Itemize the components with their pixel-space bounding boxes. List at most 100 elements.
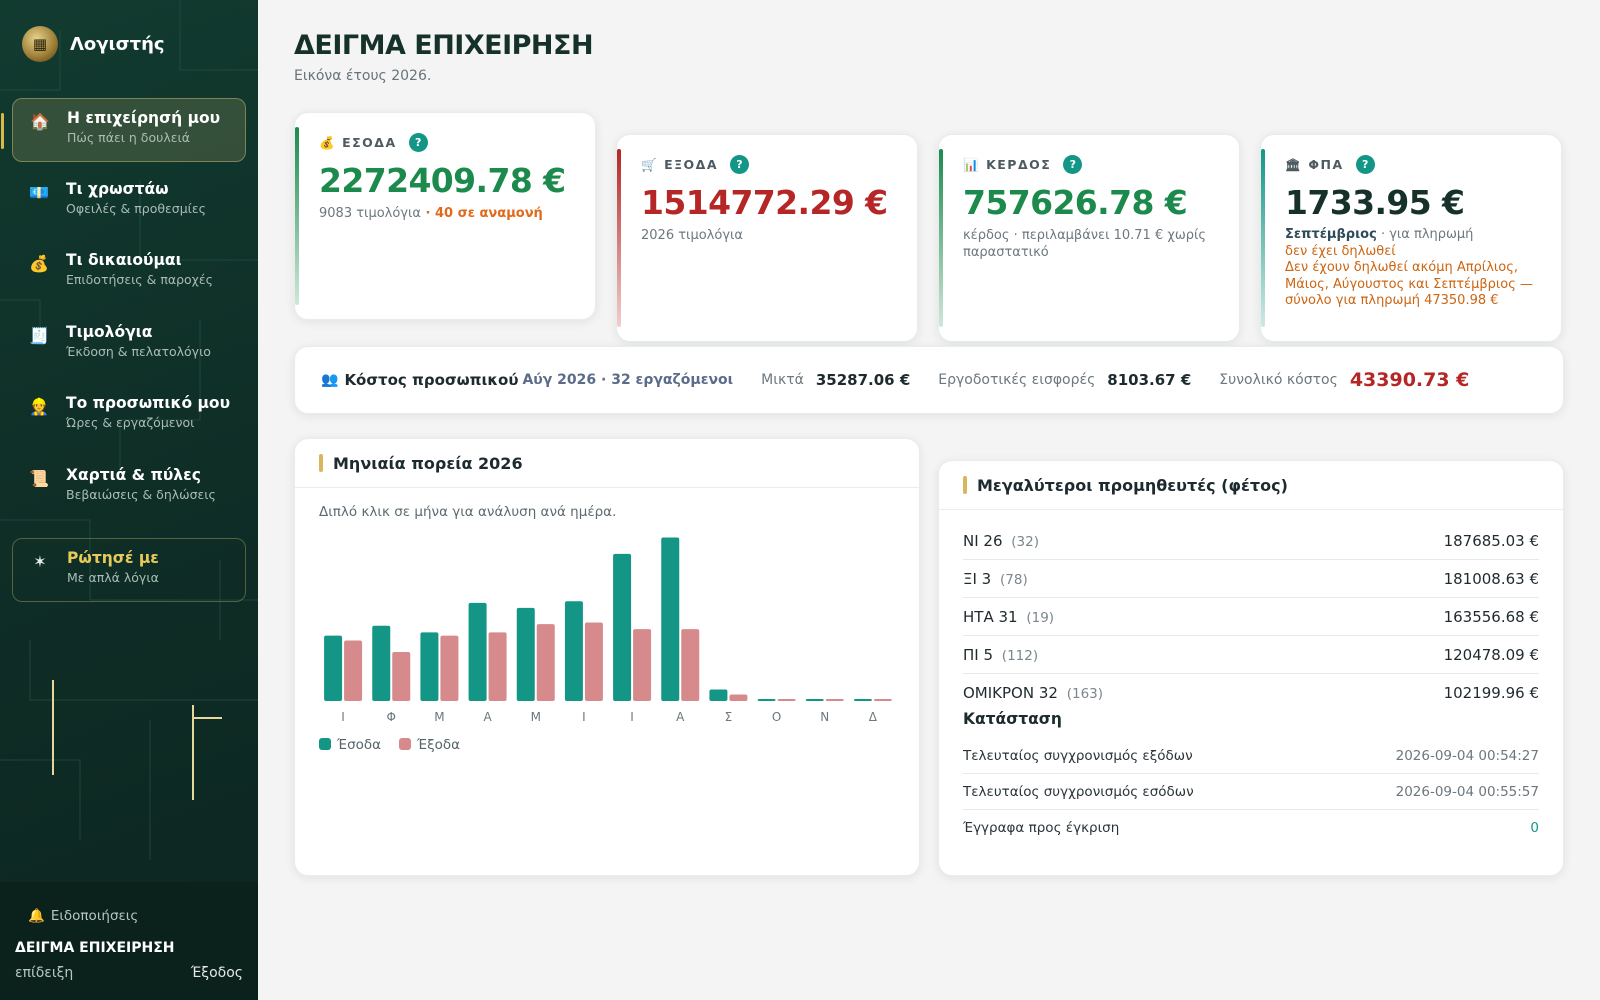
accent-bar: [295, 127, 299, 305]
income-bar[interactable]: [805, 699, 824, 701]
supplier-row[interactable]: ΟΜΙΚΡΟΝ 32 (163) 102199.96 €: [963, 674, 1539, 712]
month-tick-label[interactable]: Α: [676, 710, 685, 724]
income-bar[interactable]: [757, 699, 776, 701]
expense-bar[interactable]: [729, 694, 748, 701]
legend-swatch: [319, 738, 331, 750]
kpi-vat-card[interactable]: 🏛 ΦΠΑ ? 1733.95 € Σεπτέμβριος · για πληρ…: [1260, 134, 1562, 342]
expense-bar[interactable]: [488, 632, 507, 701]
status-row: Τελευταίος συγχρονισμός εσόδων 2026-09-04…: [963, 774, 1539, 810]
income-bar[interactable]: [661, 537, 680, 701]
expense-bar[interactable]: [536, 624, 555, 701]
expense-bar[interactable]: [633, 629, 652, 701]
sidebar-item-documents[interactable]: 📜 Χαρτιά & πύλες Βεβαιώσεις & δηλώσεις: [12, 456, 246, 520]
income-bar[interactable]: [324, 635, 343, 701]
help-icon[interactable]: ?: [1063, 155, 1083, 174]
sidebar-item-subtitle: Επιδοτήσεις & παροχές: [66, 272, 213, 287]
sidebar-item-debts[interactable]: 💶 Τι χρωστάω Οφειλές & προθεσμίες: [12, 170, 246, 234]
status-title: Κατάσταση: [963, 710, 1062, 728]
chart-legend: Έσοδα Έξοδα: [319, 737, 460, 753]
supplier-row[interactable]: ΗΤΑ 31 (19) 163556.68 €: [963, 598, 1539, 636]
sidebar-item-title: Χαρτιά & πύλες: [66, 466, 201, 484]
notifications-link[interactable]: 🔔 Ειδοποιήσεις: [15, 908, 243, 924]
expense-bar[interactable]: [777, 699, 796, 701]
expense-bar[interactable]: [344, 640, 363, 701]
sidebar-item-subtitle: Πώς πάει η δουλειά: [67, 130, 190, 145]
income-bar[interactable]: [516, 607, 535, 701]
income-bar[interactable]: [420, 632, 439, 701]
brand[interactable]: ▦ Λογιστής: [22, 26, 165, 62]
expense-bar[interactable]: [584, 622, 603, 701]
sidebar-item-ask-me[interactable]: ✶ Ρώτησέ με Με απλά λόγια: [12, 538, 246, 602]
income-bar[interactable]: [709, 689, 728, 701]
mode-label: επίδειξη: [15, 965, 74, 981]
accent-bar: [939, 149, 943, 327]
income-bar[interactable]: [564, 601, 583, 701]
expense-bar[interactable]: [392, 651, 411, 701]
status-value: 2026-09-04 00:55:57: [1395, 783, 1539, 800]
kpi-expenses-card[interactable]: 🛒 ΕΞΟΔΑ ? 1514772.29 € 2026 τιμολόγια: [616, 134, 918, 342]
sidebar-item-subtitle: Ώρες & εργαζόμενοι: [66, 415, 195, 430]
month-tick-label[interactable]: Α: [483, 710, 492, 724]
status-row[interactable]: Έγγραφα προς έγκριση 0: [963, 810, 1539, 846]
supplier-count: (78): [1000, 571, 1028, 588]
help-icon[interactable]: ?: [730, 155, 749, 174]
supplier-row[interactable]: ΝΙ 26 (32) 187685.03 €: [963, 522, 1539, 560]
month-tick-label[interactable]: Ι: [582, 710, 586, 724]
month-tick-label[interactable]: Μ: [434, 710, 444, 724]
month-tick-label[interactable]: Ι: [630, 710, 634, 724]
income-bar[interactable]: [613, 553, 632, 701]
kpi-value: 757626.78 €: [963, 183, 1188, 222]
staff-cost-strip[interactable]: 👥 Κόστος προσωπικού Αύγ 2026 · 32 εργαζό…: [294, 346, 1564, 414]
supplier-name: ΟΜΙΚΡΟΝ 32: [963, 684, 1058, 702]
logout-button[interactable]: Έξοδος: [190, 965, 243, 981]
expense-bar[interactable]: [681, 629, 700, 701]
income-bar[interactable]: [853, 699, 872, 701]
expense-bar[interactable]: [440, 635, 459, 701]
sidebar-item-my-business[interactable]: 🏠 Η επιχείρησή μου Πώς πάει η δουλειά: [1, 98, 246, 162]
legend-expenses[interactable]: Έξοδα: [399, 737, 460, 753]
sidebar-footer: 🔔 Ειδοποιήσεις ΔΕΙΓΜΑ ΕΠΙΧΕΙΡΗΣΗ επίδειξ…: [0, 882, 258, 1000]
sidebar-item-invoices[interactable]: 🧾 Τιμολόγια Έκδοση & πελατολόγιο: [12, 313, 246, 377]
page-subtitle: Εικόνα έτους 2026.: [294, 68, 432, 84]
expense-bar[interactable]: [873, 699, 892, 701]
kpi-note: κέρδος · περιλαμβάνει 10.71 € χωρίς παρα…: [963, 228, 1207, 260]
supplier-row[interactable]: ΠΙ 5 (112) 120478.09 €: [963, 636, 1539, 674]
contributions-value: 8103.67 €: [1107, 371, 1192, 389]
month-tick-label[interactable]: Ν: [820, 710, 829, 724]
sidebar-item-subtitle: Οφειλές & προθεσμίες: [66, 201, 206, 216]
income-bar[interactable]: [372, 625, 391, 701]
supplier-row[interactable]: ΞΙ 3 (78) 181008.63 €: [963, 560, 1539, 598]
status-label: Έγγραφα προς έγκριση: [963, 820, 1120, 836]
kpi-profit-card[interactable]: 📊 ΚΕΡΔΟΣ ? 757626.78 € κέρδος · περιλαμβ…: [938, 134, 1240, 342]
kpi-value: 2272409.78 €: [319, 161, 566, 200]
sidebar: ▦ Λογιστής 🏠 Η επιχείρησή μου Πώς πάει η…: [0, 0, 258, 1000]
month-tick-label[interactable]: Ο: [772, 710, 781, 724]
contributions-label: Εργοδοτικές εισφορές: [938, 372, 1096, 388]
kpi-value: 1514772.29 €: [641, 183, 888, 222]
help-icon[interactable]: ?: [1355, 155, 1375, 174]
legend-income[interactable]: Έσοδα: [319, 737, 381, 753]
chart-hint: Διπλό κλικ σε μήνα για ανάλυση ανά ημέρα…: [319, 504, 617, 520]
suppliers-title: Μεγαλύτεροι προμηθευτές (φέτος): [939, 461, 1563, 510]
income-bar[interactable]: [468, 602, 487, 701]
notifications-label: Ειδοποιήσεις: [50, 908, 139, 924]
sidebar-item-entitlements[interactable]: 💰 Τι δικαιούμαι Επιδοτήσεις & παροχές: [12, 241, 246, 305]
kpi-label: ΦΠΑ: [1308, 157, 1344, 172]
sidebar-item-staff[interactable]: 👷 Το προσωπικό μου Ώρες & εργαζόμενοι: [12, 384, 246, 448]
supplier-count: (112): [1001, 647, 1039, 664]
month-tick-label[interactable]: Φ: [387, 710, 396, 724]
month-tick-label[interactable]: Ι: [341, 710, 345, 724]
month-tick-label[interactable]: Δ: [869, 710, 878, 724]
status-value: 0: [1530, 820, 1539, 836]
expense-bar[interactable]: [825, 699, 844, 701]
month-tick-label[interactable]: Μ: [531, 710, 541, 724]
month-tick-label[interactable]: Σ: [725, 710, 733, 724]
supplier-name: ΠΙ 5: [963, 645, 994, 664]
status-value: 2026-09-04 00:54:27: [1395, 747, 1539, 764]
pending-count: · 40 σε αναμονή: [420, 206, 543, 221]
help-icon[interactable]: ?: [408, 133, 428, 152]
kpi-income-card[interactable]: 💰 ΕΣΟΔΑ ? 2272409.78 € 9083 τιμολόγια · …: [294, 112, 596, 320]
supplier-name: ΗΤΑ 31: [963, 607, 1018, 626]
house-icon: 🏠: [30, 112, 50, 131]
